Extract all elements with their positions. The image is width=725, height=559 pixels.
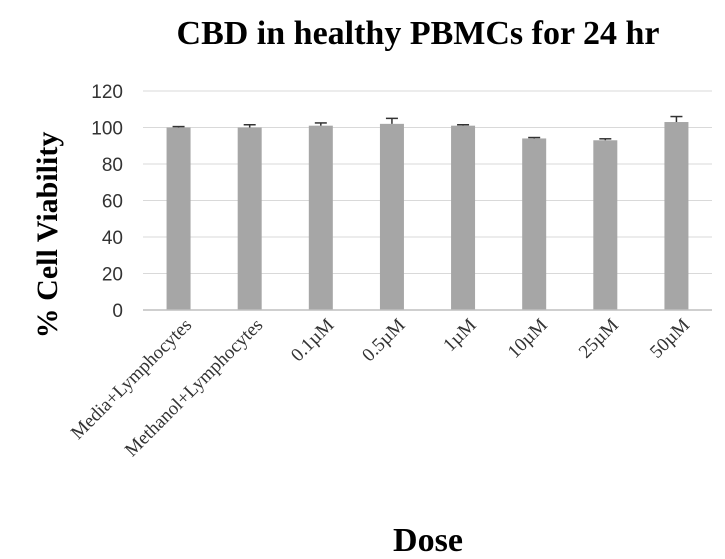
x-tick-label: Methanol+Lymphocytes — [121, 315, 267, 461]
error-bar-1 — [243, 124, 256, 128]
bar-4 — [451, 125, 476, 310]
y-axis-ticks: 0 20 40 60 80 100 120 — [91, 82, 123, 322]
error-bar-4 — [457, 124, 470, 126]
error-bar-5 — [528, 136, 541, 139]
y-tick-label: 0 — [112, 301, 123, 322]
y-tick-label: 80 — [102, 155, 123, 176]
error-bar-2 — [314, 122, 327, 126]
error-bars — [172, 115, 683, 141]
error-bar-3 — [385, 117, 398, 124]
y-tick-label: 60 — [102, 192, 123, 213]
bar-3 — [379, 123, 404, 310]
gridlines — [143, 90, 712, 274]
bar-5 — [522, 138, 547, 310]
x-tick-label: 10µM — [504, 315, 552, 363]
x-tick-label: 0.5µM — [358, 315, 409, 366]
error-bar-7 — [670, 115, 683, 123]
bar-1 — [237, 127, 262, 310]
x-tick-label: Media+Lymphocytes — [67, 315, 196, 444]
y-tick-label: 100 — [91, 119, 123, 140]
y-tick-label: 120 — [91, 82, 123, 103]
x-tick-label: 50µM — [646, 315, 694, 363]
y-tick-label: 20 — [102, 265, 123, 286]
x-tick-label: 0.1µM — [287, 315, 338, 366]
x-axis-label: Dose — [393, 522, 463, 559]
y-tick-label: 40 — [102, 228, 123, 249]
error-bar-6 — [599, 138, 612, 141]
chart-title: CBD in healthy PBMCs for 24 hr — [177, 15, 660, 52]
y-axis-label: % Cell Viability — [31, 132, 64, 339]
bars — [166, 122, 689, 311]
x-tick-label: 1µM — [439, 315, 480, 356]
bar-7 — [664, 122, 689, 311]
bar-6 — [593, 140, 618, 310]
bar-0 — [166, 127, 191, 310]
x-tick-label: 25µM — [575, 315, 623, 363]
error-bar-0 — [172, 125, 185, 128]
bar-2 — [308, 125, 333, 310]
